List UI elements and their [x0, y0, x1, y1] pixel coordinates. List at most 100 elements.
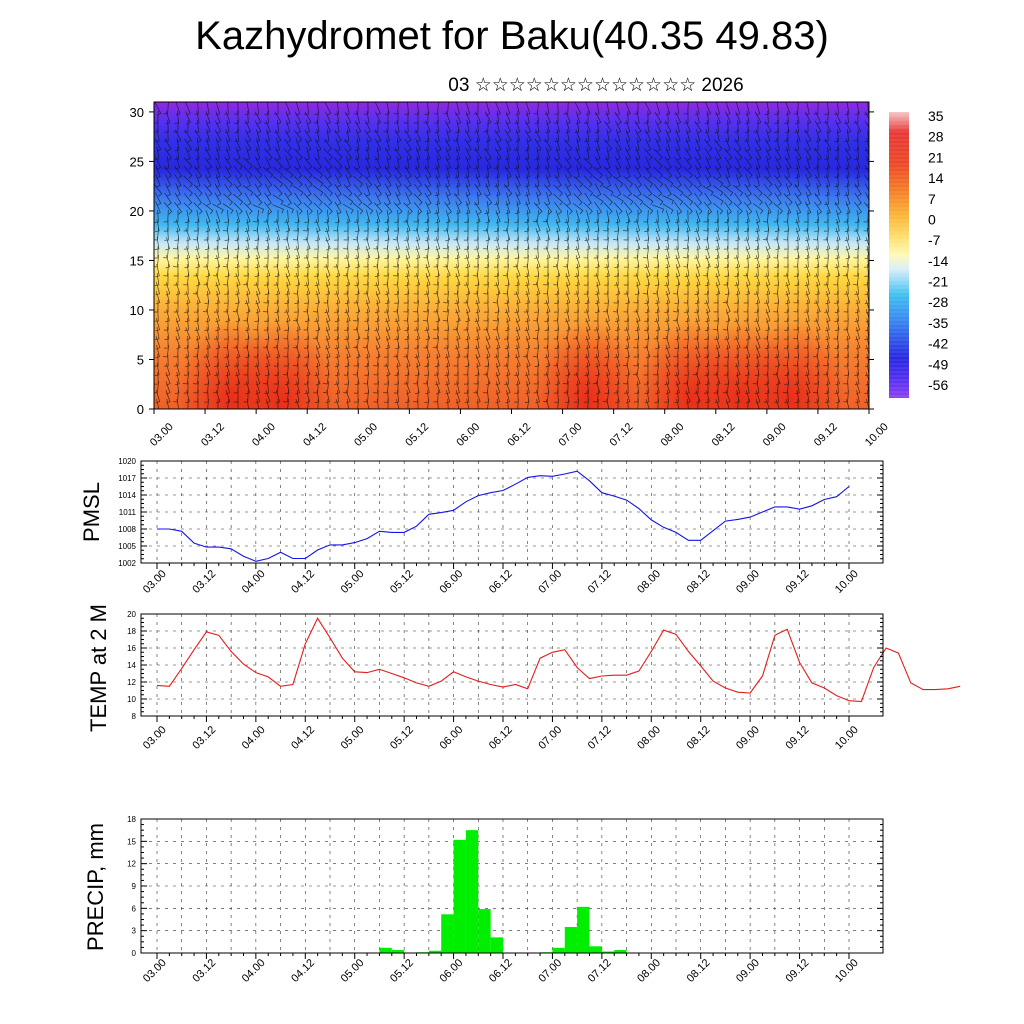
wind-barb — [305, 390, 311, 404]
wind-barb — [825, 237, 831, 251]
wind-barb — [535, 192, 540, 206]
wind-barb — [204, 147, 212, 161]
wind-barb — [854, 210, 860, 224]
wind-barb — [713, 317, 720, 331]
wind-barb — [714, 254, 720, 268]
wind-barb — [353, 353, 359, 367]
wind-barb — [655, 381, 660, 395]
temp-y-tick-label: 14 — [127, 661, 136, 670]
wind-barb — [445, 372, 450, 386]
wind-barb — [664, 156, 672, 170]
wind-barb — [655, 237, 661, 251]
wind-barb — [713, 139, 723, 152]
wind-barb — [355, 345, 361, 359]
wind-barb — [625, 165, 631, 179]
wind-barb — [293, 308, 299, 322]
wind-barb — [194, 336, 200, 349]
wind-barb — [284, 192, 292, 206]
wind-barb — [635, 219, 641, 233]
wind-barb — [224, 102, 229, 115]
wind-barb — [554, 129, 560, 142]
wind-barb — [475, 291, 480, 305]
wind-barb — [264, 380, 269, 394]
wind-barb — [784, 299, 789, 313]
wind-barb — [174, 165, 182, 179]
wind-barb — [244, 219, 250, 232]
wind-barb — [463, 272, 469, 286]
wind-barb — [843, 353, 849, 367]
wind-barb — [444, 138, 452, 152]
wind-barb — [564, 237, 570, 250]
wind-barb — [794, 147, 802, 161]
temp-y-tick-label: 18 — [127, 627, 136, 636]
wind-barb — [424, 102, 430, 115]
wind-barb — [623, 380, 629, 394]
wind-barb — [553, 157, 563, 170]
wind-barb — [763, 193, 773, 206]
wind-barb — [514, 299, 520, 313]
heatmap-y-tick-label: 15 — [130, 253, 144, 268]
wind-barb — [575, 255, 581, 269]
wind-barb — [805, 192, 811, 206]
wind-barb — [315, 372, 321, 386]
wind-barb — [324, 299, 330, 313]
wind-barb — [227, 398, 230, 409]
wind-barb — [403, 344, 409, 358]
wind-barb — [245, 345, 250, 359]
wind-barb — [866, 399, 869, 409]
wind-barb — [154, 237, 160, 250]
wind-barb — [854, 201, 862, 215]
wind-barb — [204, 165, 212, 179]
wind-barb — [474, 363, 480, 377]
wind-barb — [794, 137, 799, 151]
wind-barb — [707, 398, 709, 409]
wind-barb — [414, 308, 419, 322]
wind-barb — [165, 237, 170, 251]
wind-barb — [164, 192, 172, 206]
wind-barb — [204, 317, 209, 331]
wind-barb — [312, 176, 324, 188]
wind-barb — [602, 185, 614, 196]
wind-barb — [353, 317, 359, 331]
wind-barb — [434, 110, 439, 124]
wind-barb — [495, 237, 500, 251]
temp-y-tick-label: 8 — [132, 712, 137, 721]
wind-barb — [655, 129, 661, 143]
wind-barb — [243, 353, 249, 367]
wind-barb — [753, 193, 763, 206]
warm-spot-1 — [226, 289, 337, 409]
wind-barb — [704, 354, 710, 368]
wind-barb — [484, 254, 490, 268]
wind-barb — [525, 120, 532, 134]
wind-barb — [474, 201, 482, 215]
wind-barb — [854, 183, 862, 197]
wind-barb — [703, 218, 709, 232]
wind-barb — [664, 372, 670, 385]
wind-barb — [745, 282, 750, 296]
wind-barb — [395, 183, 401, 197]
wind-barb — [543, 272, 549, 286]
wind-barb — [514, 209, 519, 223]
wind-barb — [584, 192, 592, 206]
wind-barb — [764, 102, 770, 115]
wind-barb — [303, 193, 313, 206]
wind-barb — [495, 246, 500, 260]
wind-barb — [453, 317, 459, 331]
wind-barb — [414, 102, 419, 115]
wind-barb — [375, 156, 382, 170]
wind-barb — [605, 264, 610, 278]
wind-barb — [424, 281, 429, 295]
wind-barb — [533, 202, 543, 215]
wind-barb — [784, 308, 789, 322]
wind-barb — [583, 110, 589, 124]
wind-barb — [745, 345, 751, 359]
wind-barb — [565, 336, 571, 350]
wind-barb — [834, 128, 840, 142]
wind-barb — [714, 156, 722, 170]
wind-barb — [413, 119, 419, 133]
wind-barb — [855, 165, 861, 179]
wind-barb — [804, 327, 810, 340]
wind-barb — [825, 318, 830, 332]
wind-barb — [194, 354, 200, 368]
wind-barb — [235, 282, 240, 296]
